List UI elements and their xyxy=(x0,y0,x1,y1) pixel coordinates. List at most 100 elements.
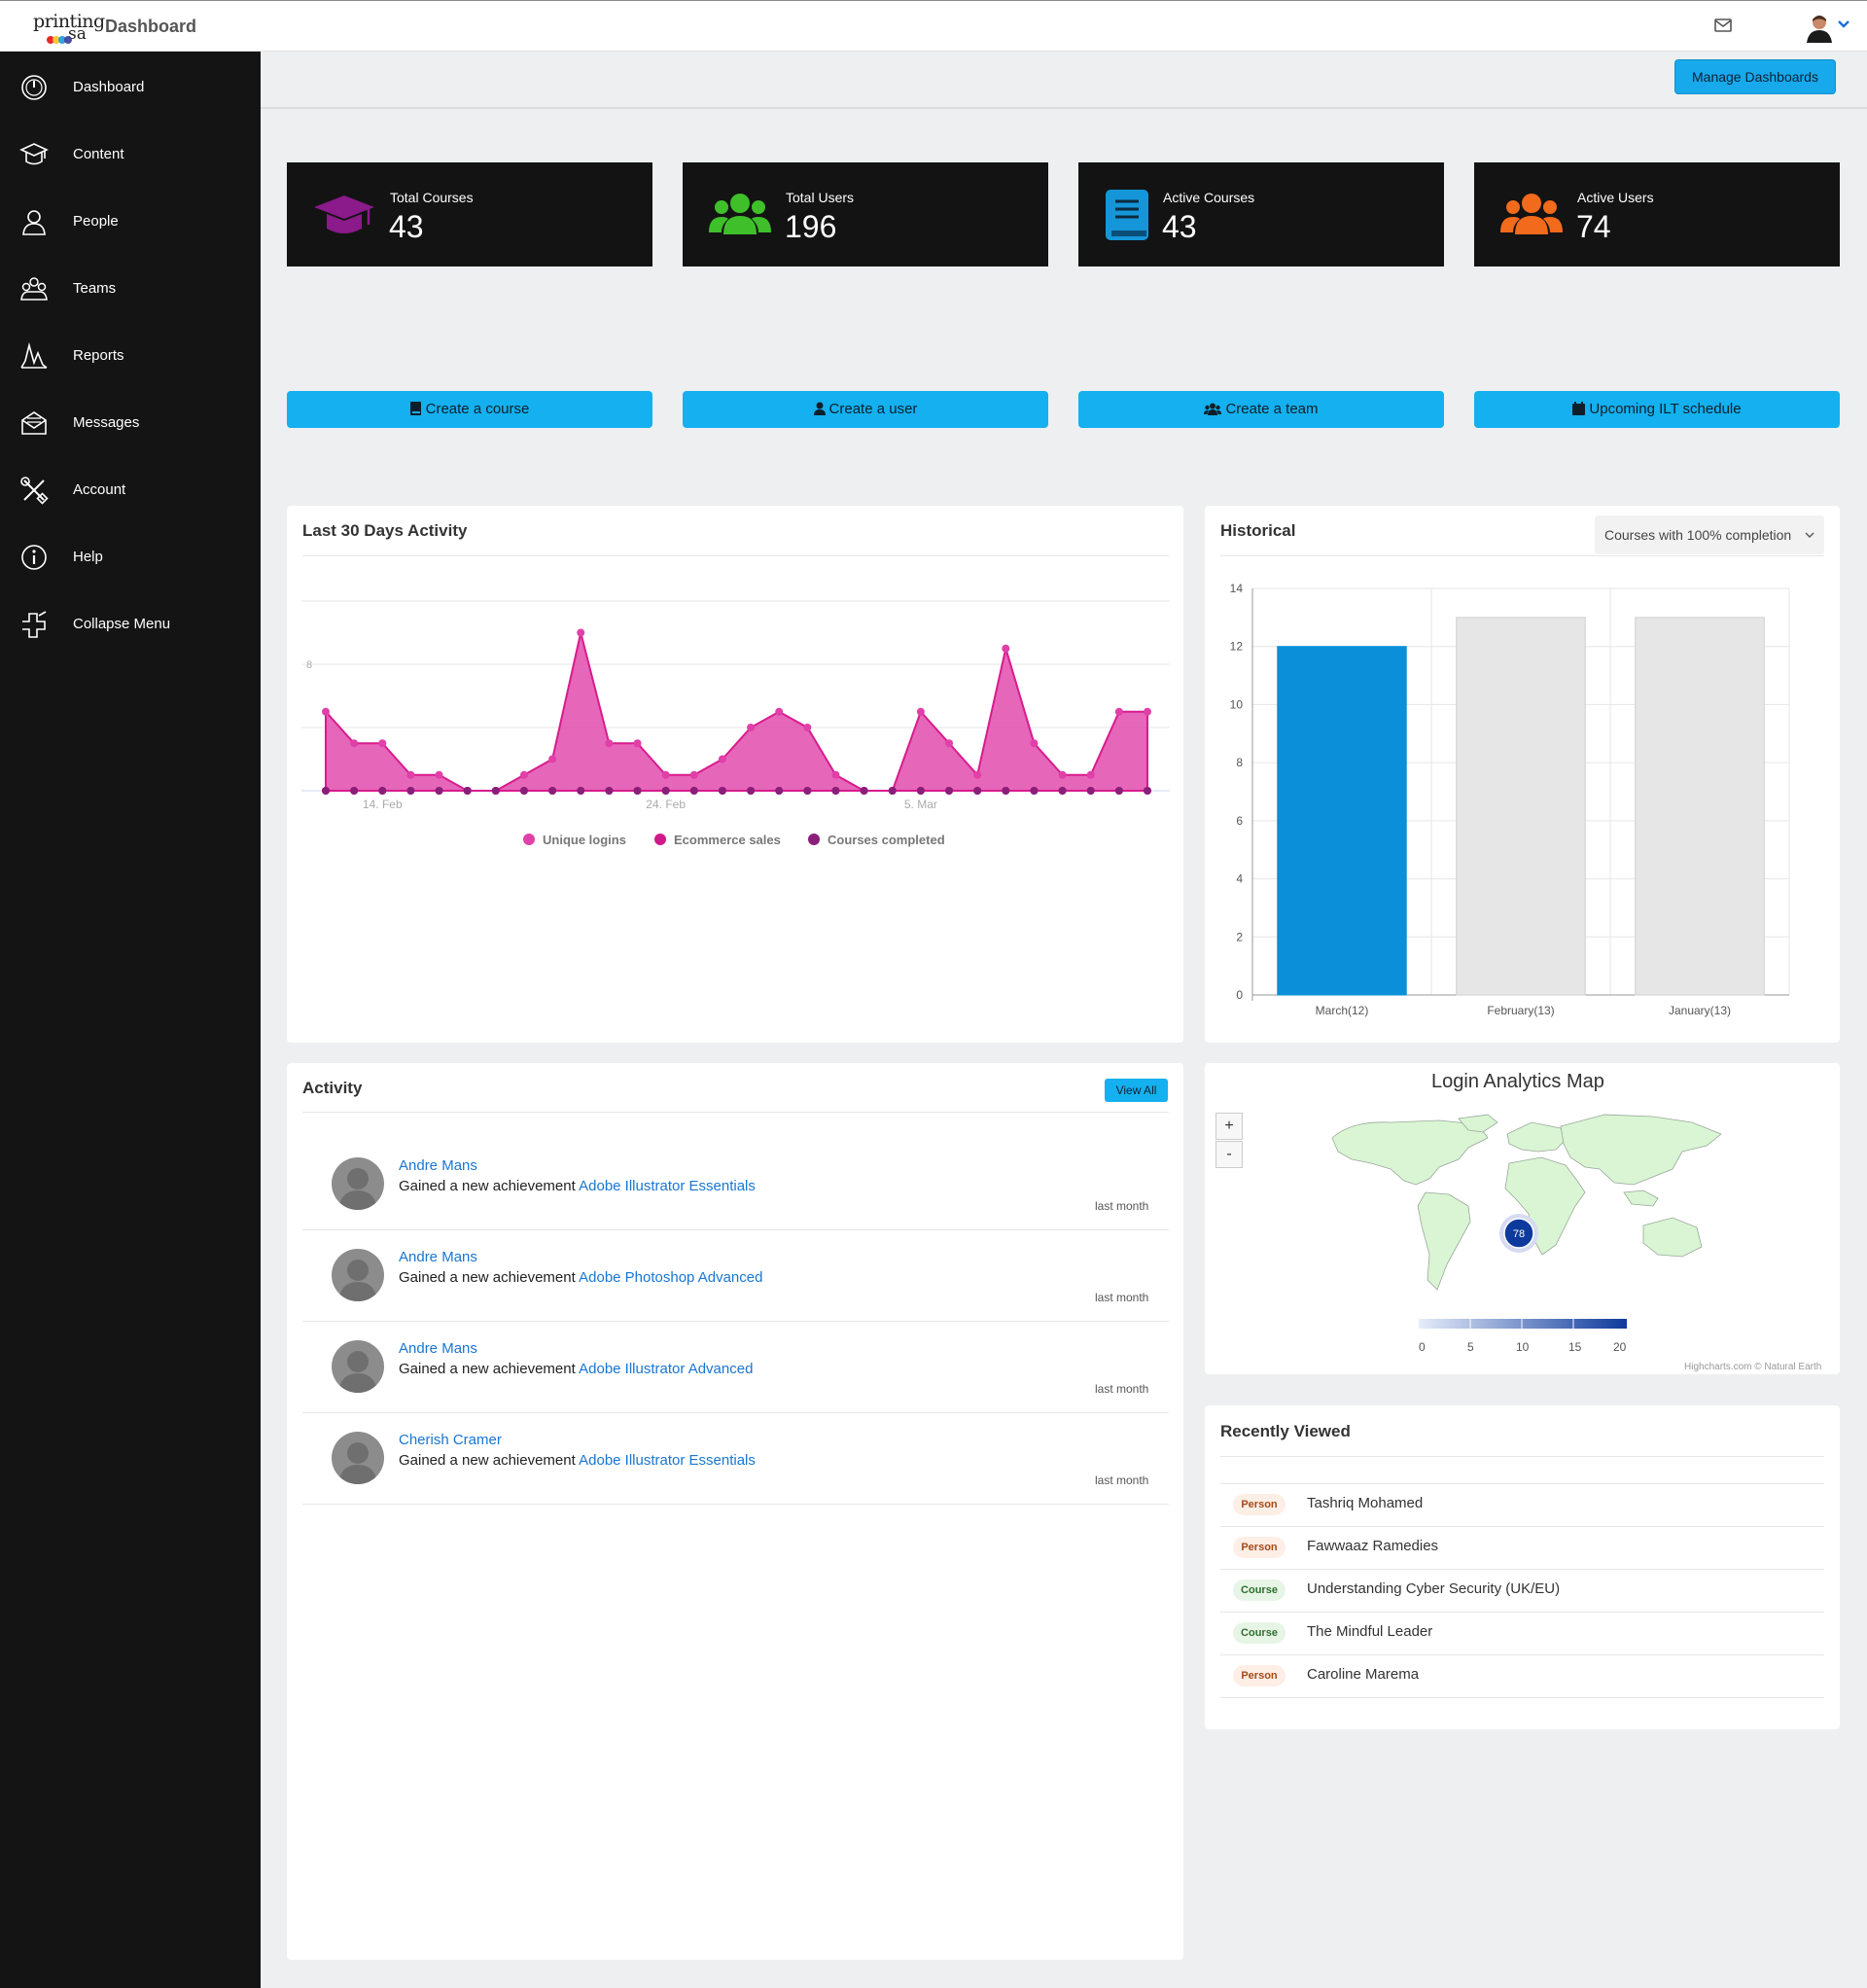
data-point-unique-logins xyxy=(633,739,642,748)
recently-viewed-item[interactable]: Understanding Cyber Security (UK/EU) xyxy=(1307,1580,1561,1597)
type-badge: Person xyxy=(1233,1665,1286,1686)
data-point-courses-completed xyxy=(548,787,557,795)
activity-course-link[interactable]: Adobe Photoshop Advanced xyxy=(579,1269,763,1286)
activity-text: Gained a new achievement xyxy=(399,1178,580,1194)
data-point-courses-completed xyxy=(435,787,443,795)
data-point-unique-logins xyxy=(548,755,557,763)
view-all-button[interactable]: View All xyxy=(1105,1079,1168,1102)
activity-feed-title: Activity xyxy=(302,1079,363,1097)
stat-value: 43 xyxy=(1162,209,1197,244)
data-point-courses-completed xyxy=(577,787,585,795)
sidebar-item-content[interactable]: Content xyxy=(0,121,261,188)
sidebar-item-messages[interactable]: Messages xyxy=(0,389,261,456)
manage-dashboards-button[interactable]: Manage Dashboards xyxy=(1674,59,1836,94)
data-point-unique-logins xyxy=(1030,739,1039,748)
scale-label: 10 xyxy=(1516,1340,1530,1354)
stat-card-total-courses[interactable]: Total Courses 43 xyxy=(287,162,652,266)
north-america xyxy=(1331,1119,1489,1186)
zoom-in-button[interactable]: + xyxy=(1215,1113,1243,1140)
sidebar-item-collapse-menu[interactable]: Collapse Menu xyxy=(0,590,261,657)
y-tick-label: 6 xyxy=(1236,814,1243,828)
tools-icon xyxy=(20,477,49,505)
sidebar-item-reports[interactable]: Reports xyxy=(0,322,261,389)
legend-marker-unique-logins xyxy=(523,834,535,845)
logo-dots-icon xyxy=(47,36,72,44)
data-point-courses-completed xyxy=(406,787,415,795)
recently-viewed-item[interactable]: Tashriq Mohamed xyxy=(1307,1495,1424,1511)
data-point-courses-completed xyxy=(605,787,614,795)
avatar[interactable] xyxy=(332,1340,384,1393)
activity-course-link[interactable]: Adobe Illustrator Advanced xyxy=(579,1361,754,1377)
legend-courses-completed[interactable]: Courses completed xyxy=(828,833,945,847)
data-point-courses-completed xyxy=(661,787,670,795)
divider xyxy=(302,1112,1169,1113)
avatar[interactable] xyxy=(332,1432,384,1484)
legend-unique-logins[interactable]: Unique logins xyxy=(543,833,626,847)
zoom-out-button[interactable]: - xyxy=(1215,1141,1243,1168)
greenland xyxy=(1458,1114,1498,1133)
bar-march-12- xyxy=(1277,646,1407,996)
create-team-button[interactable]: Create a team xyxy=(1078,391,1444,428)
data-point-unique-logins xyxy=(916,707,925,716)
activity-text: Gained a new achievement xyxy=(399,1269,580,1286)
activity-user-link[interactable]: Andre Mans xyxy=(399,1157,477,1174)
data-point-unique-logins xyxy=(1144,707,1151,716)
data-point-courses-completed xyxy=(463,787,472,795)
type-badge: Person xyxy=(1233,1494,1286,1515)
world-map[interactable]: 78 xyxy=(1322,1109,1731,1303)
activity-user-link[interactable]: Andre Mans xyxy=(399,1340,477,1357)
sidebar-item-teams[interactable]: Teams xyxy=(0,255,261,322)
sidebar-item-dashboard[interactable]: Dashboard xyxy=(0,53,261,121)
mail-icon[interactable] xyxy=(1713,17,1733,34)
avatar[interactable] xyxy=(332,1249,384,1301)
data-point-courses-completed xyxy=(1114,787,1123,795)
sidebar-item-help[interactable]: Help xyxy=(0,523,261,590)
users-icon xyxy=(1204,403,1222,415)
stat-value: 74 xyxy=(1576,209,1611,244)
create-course-button[interactable]: Create a course xyxy=(287,391,652,428)
recently-viewed-item[interactable]: The Mindful Leader xyxy=(1307,1623,1433,1640)
stat-card-active-courses[interactable]: Active Courses 43 xyxy=(1078,162,1444,266)
map-credit[interactable]: Highcharts.com © Natural Earth xyxy=(1684,1362,1822,1372)
book-icon xyxy=(1106,190,1148,240)
data-point-unique-logins xyxy=(831,770,840,779)
stat-label: Active Courses xyxy=(1163,190,1255,205)
data-point-unique-logins xyxy=(775,707,784,716)
create-user-button[interactable]: Create a user xyxy=(683,391,1048,428)
activity-user-link[interactable]: Andre Mans xyxy=(399,1249,477,1265)
historical-metric-select[interactable]: Courses with 100% completion xyxy=(1595,515,1824,554)
logo[interactable]: printing sa xyxy=(33,11,105,44)
y-tick-label: 0 xyxy=(1236,988,1243,1002)
x-tick-label: 14. Feb xyxy=(363,798,403,811)
y-tick-label: 14 xyxy=(1230,582,1244,595)
recently-viewed-item[interactable]: Caroline Marema xyxy=(1307,1666,1420,1683)
user-avatar[interactable] xyxy=(1805,12,1834,43)
data-point-unique-logins xyxy=(435,770,443,779)
x-tick-label: 5. Mar xyxy=(904,798,937,811)
divider xyxy=(302,1412,1169,1413)
upcoming-ilt-schedule-button[interactable]: Upcoming ILT schedule xyxy=(1474,391,1840,428)
stat-card-total-users[interactable]: Total Users 196 xyxy=(683,162,1048,266)
upcoming-ilt-label: Upcoming ILT schedule xyxy=(1589,401,1742,417)
stat-card-active-users[interactable]: Active Users 74 xyxy=(1474,162,1840,266)
login-cluster-marker[interactable] xyxy=(1503,1218,1534,1249)
sidebar-item-account[interactable]: Account xyxy=(0,456,261,523)
sidebar-item-people[interactable]: People xyxy=(0,188,261,255)
book-icon xyxy=(409,402,421,415)
activity-course-link[interactable]: Adobe Illustrator Essentials xyxy=(579,1178,756,1194)
avatar-placeholder-icon xyxy=(338,1351,377,1393)
sidebar-item-label: People xyxy=(73,213,119,230)
activity-course-link[interactable]: Adobe Illustrator Essentials xyxy=(579,1452,756,1469)
recently-viewed-item[interactable]: Fawwaaz Ramedies xyxy=(1307,1538,1439,1554)
data-point-courses-completed xyxy=(491,787,500,795)
y-tick-label: 8 xyxy=(306,659,312,671)
europe xyxy=(1506,1121,1567,1153)
divider xyxy=(1220,1569,1824,1570)
avatar[interactable] xyxy=(332,1157,384,1210)
activity-user-link[interactable]: Cherish Cramer xyxy=(399,1432,502,1448)
avatar-placeholder-icon xyxy=(338,1442,377,1484)
stat-label: Active Users xyxy=(1577,190,1654,205)
legend-ecommerce-sales[interactable]: Ecommerce sales xyxy=(674,833,781,847)
stat-value: 196 xyxy=(785,209,837,244)
chevron-down-icon[interactable] xyxy=(1836,18,1851,30)
